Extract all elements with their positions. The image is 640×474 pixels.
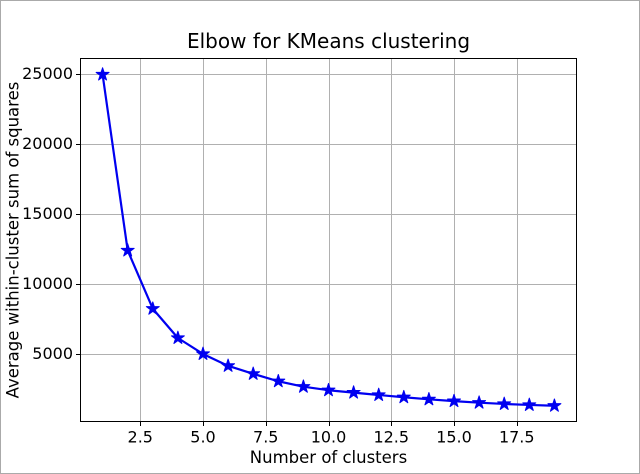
x-tick-label: 12.5 <box>373 428 409 447</box>
y-tick-label: 25000 <box>22 64 73 83</box>
star-marker <box>522 397 537 411</box>
star-marker <box>497 396 512 410</box>
star-marker <box>120 243 135 257</box>
grid-lines <box>80 58 577 422</box>
x-tick-label: 17.5 <box>499 428 535 447</box>
star-marker <box>246 366 261 380</box>
star-marker <box>396 389 411 404</box>
y-tick-label: 5000 <box>32 344 73 363</box>
x-tick-label: 10.0 <box>311 428 347 447</box>
star-marker <box>371 387 386 401</box>
star-marker <box>271 373 286 388</box>
star-marker <box>296 379 311 393</box>
x-tick-label: 5.0 <box>190 428 215 447</box>
plot-title: Elbow for KMeans clustering <box>186 29 471 53</box>
y-tick-label: 15000 <box>22 204 73 223</box>
tick-marks <box>76 74 518 426</box>
star-marker <box>221 358 236 372</box>
star-marker <box>346 385 361 399</box>
star-marker <box>547 398 562 412</box>
star-marker <box>472 395 487 409</box>
x-tick-label: 2.5 <box>128 428 153 447</box>
star-marker <box>95 67 110 81</box>
x-tick-label: 7.5 <box>253 428 278 447</box>
star-marker <box>170 330 185 344</box>
y-axis-label: Average within-cluster sum of squares <box>3 81 23 399</box>
x-tick-labels: 2.5 5.0 7.5 10.0 12.5 15.0 17.5 <box>128 428 535 447</box>
star-marker <box>447 393 461 408</box>
star-marker <box>421 392 436 406</box>
star-marker <box>196 346 210 360</box>
star-marker <box>321 382 336 397</box>
series-markers <box>95 67 562 412</box>
y-tick-label: 10000 <box>22 274 73 293</box>
x-axis-label: Number of clusters <box>249 448 408 467</box>
series-line <box>101 73 556 407</box>
y-tick-label: 20000 <box>22 134 73 153</box>
y-tick-labels: 5000 10000 15000 20000 25000 <box>22 64 73 363</box>
axes-spines <box>80 58 577 422</box>
x-tick-label: 15.0 <box>436 428 472 447</box>
star-marker <box>145 301 160 315</box>
